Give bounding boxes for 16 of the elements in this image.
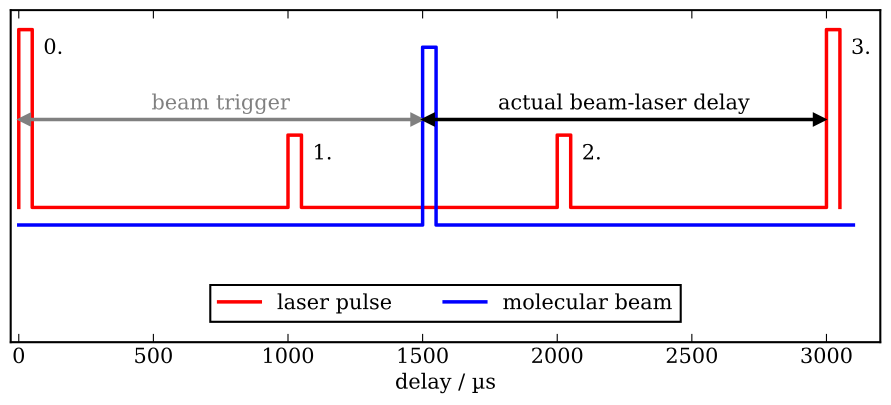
x-axis-title: delay / µs: [396, 372, 495, 394]
x-tick-label: 2000: [532, 347, 582, 364]
annotation: beam trigger: [152, 94, 290, 114]
annotation: 2.: [583, 144, 600, 160]
legend-label: laser pulse: [278, 293, 392, 314]
annotation: 1.: [315, 144, 330, 160]
x-tick-label: 1500: [398, 347, 448, 364]
annotation: actual beam-laser delay: [499, 94, 750, 114]
x-tick-label: 1000: [264, 347, 314, 364]
legend-label: molecular beam: [503, 293, 672, 310]
x-tick-label: 500: [135, 347, 172, 364]
x-tick-label: 0: [14, 347, 24, 364]
x-tick-label: 2500: [666, 347, 717, 364]
annotation: 3.: [852, 38, 869, 54]
annotation: 0.: [44, 38, 62, 54]
x-tick-label: 3000: [802, 347, 852, 364]
